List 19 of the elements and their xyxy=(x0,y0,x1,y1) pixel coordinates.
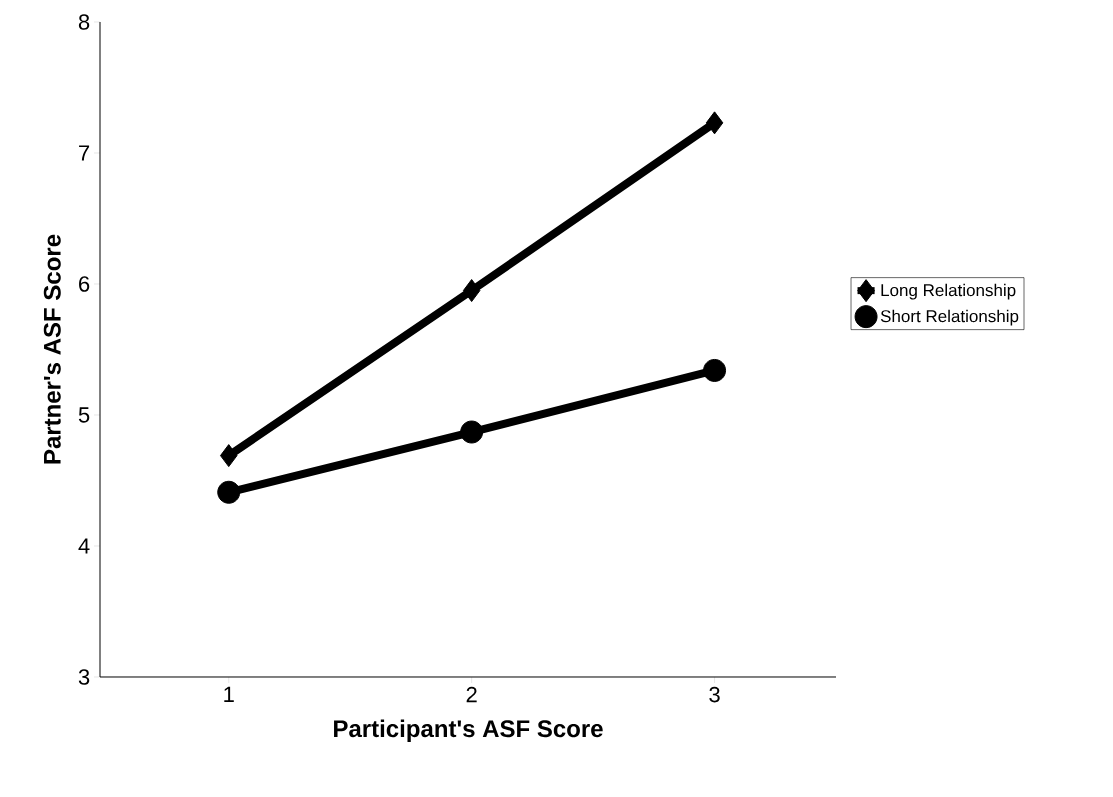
point xyxy=(460,420,484,444)
y-tick-label: 8 xyxy=(78,14,90,30)
y-tick-label: 5 xyxy=(78,407,90,423)
point xyxy=(220,444,238,468)
point xyxy=(703,358,727,382)
y-tick-label: 6 xyxy=(79,276,90,292)
legend-label: Long Relationship xyxy=(881,283,1016,300)
y-tick-label: 4 xyxy=(78,538,90,554)
point xyxy=(705,111,724,135)
point xyxy=(217,480,241,504)
x-tick-label: 1 xyxy=(224,686,234,702)
x-axis-title: Participant's ASF Score xyxy=(334,719,603,742)
x-tick-label: 3 xyxy=(709,686,720,703)
x-tick-label: 2 xyxy=(466,686,477,703)
y-tick-label: 3 xyxy=(78,669,90,685)
legend-label: Short Relationship xyxy=(880,309,1019,326)
point xyxy=(462,279,481,303)
y-tick-label: 7 xyxy=(79,145,90,161)
y-axis-title: Partner's ASF Score xyxy=(43,234,61,464)
